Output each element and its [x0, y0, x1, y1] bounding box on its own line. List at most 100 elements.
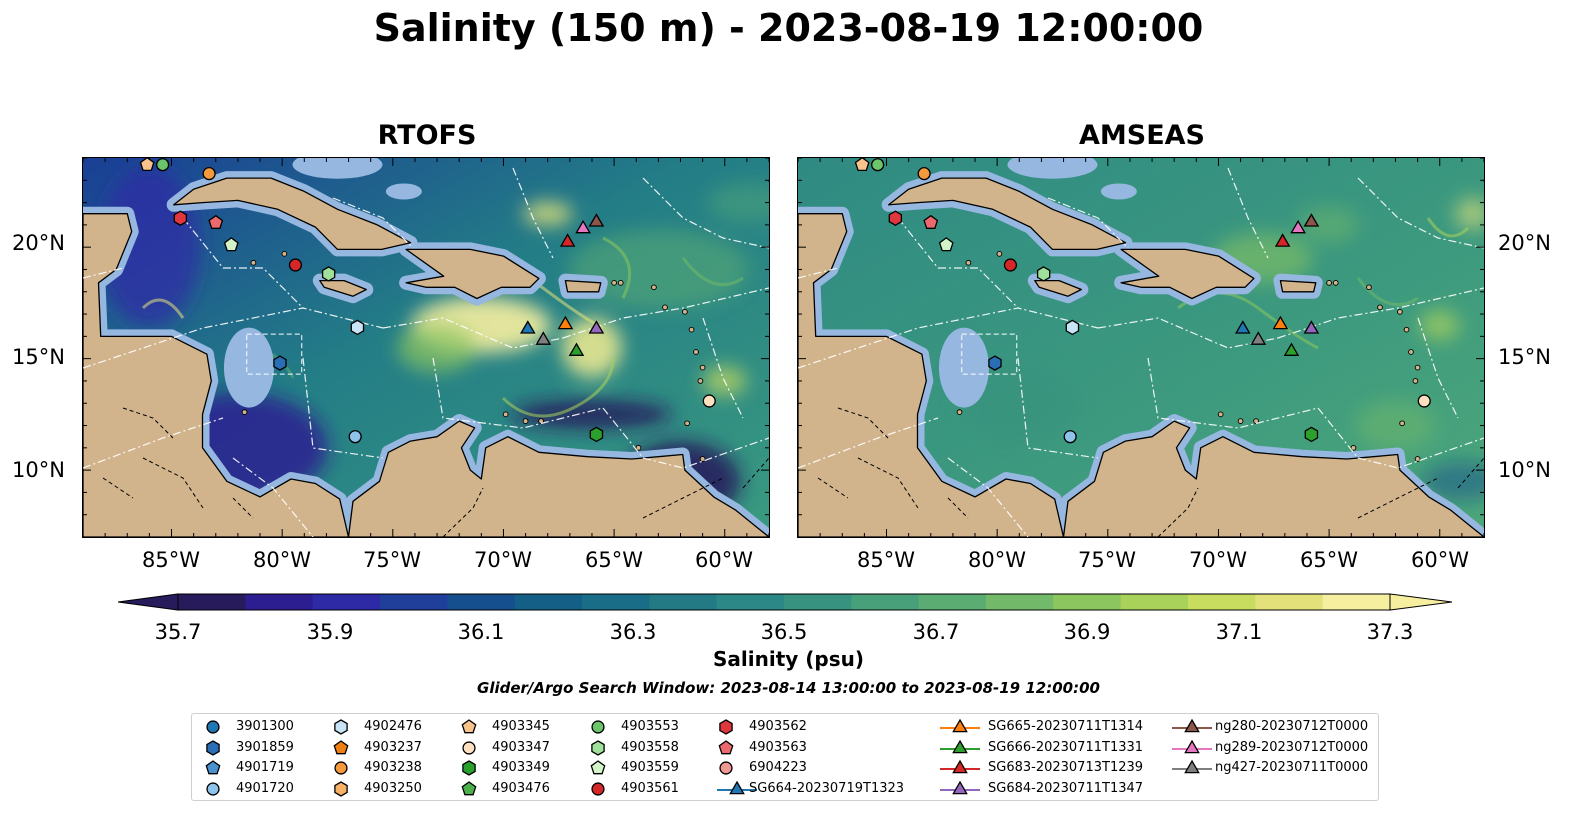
colorbar-segment	[918, 594, 987, 610]
obs-marker-SG664-20230719T1323	[1234, 320, 1251, 334]
map-amseas[interactable]	[797, 157, 1485, 538]
legend-marker-icon	[940, 739, 980, 753]
colorbar-segment	[1255, 594, 1324, 610]
legend-item-SG684-20230711T1347: SG684-20230711T1347	[938, 779, 1158, 799]
colorbar-label: Salinity (psu)	[712, 647, 864, 671]
obs-marker-SG665-20230711T1314	[557, 315, 574, 330]
legend-hexagon-icon	[206, 739, 220, 756]
obs-marker-SG684-20230711T1347	[588, 320, 605, 334]
legend-label: 4903559	[621, 760, 679, 775]
legend-triangle-icon	[1184, 739, 1200, 753]
legend-circle-icon	[719, 761, 733, 775]
legend-marker-icon	[719, 719, 733, 735]
obs-marker-4903561	[1003, 258, 1018, 272]
colorbar	[118, 593, 1452, 611]
obs-marker-SG683-20230713T1239	[559, 233, 576, 247]
legend-label: SG683-20230713T1239	[988, 760, 1144, 775]
legend-label: 4901720	[236, 780, 294, 796]
legend-label: 4903250	[364, 780, 422, 796]
colorbar-tick-37-1: 37.1	[1215, 620, 1263, 644]
legend-marker-icon	[205, 760, 221, 775]
obs-marker-3901859	[988, 355, 1002, 371]
lon-tick-70-right: 70°W	[1189, 548, 1247, 572]
legend-label: 4903553	[621, 719, 679, 734]
legend-item-4903561: 4903561	[587, 779, 807, 799]
legend-hexagon-icon	[334, 719, 348, 735]
legend-triangle-icon	[729, 780, 745, 794]
obs-marker-ng289-20230712T0000	[575, 219, 591, 234]
legend-marker-icon	[590, 760, 606, 775]
obs-marker-4903553	[871, 158, 885, 172]
obs-marker-4903561	[288, 258, 303, 272]
colorbar-segment	[986, 594, 1054, 610]
colorbar-segment	[851, 594, 920, 610]
legend-label: 3901300	[236, 719, 294, 734]
obs-marker-4901720	[1063, 430, 1077, 444]
legend-marker-icon	[591, 781, 605, 796]
legend-label: ng289-20230712T0000	[1215, 739, 1369, 755]
legend-item-4903553: 4903553	[587, 717, 807, 737]
landmass	[319, 279, 367, 297]
lon-tick-60-left: 60°W	[695, 548, 753, 572]
legend-marker-icon	[1172, 739, 1212, 753]
figure-title: Salinity (150 m) - 2023-08-19 12:00:00	[373, 6, 1204, 50]
legend-label: SG684-20230711T1347	[988, 780, 1144, 796]
legend-item-4903238: 4903238	[330, 758, 550, 778]
legend-item-SG683-20230713T1239: SG683-20230713T1239	[938, 758, 1158, 778]
legend-marker-icon	[333, 739, 349, 754]
obs-marker-4903563	[923, 214, 939, 229]
legend-marker-icon	[719, 761, 733, 775]
colorbar-segment	[447, 594, 516, 610]
legend-pentagon-icon	[590, 760, 606, 775]
legend-label: 4901719	[236, 760, 294, 775]
legend-label: SG666-20230711T1331	[988, 739, 1144, 755]
legend-item-4903250: 4903250	[330, 779, 550, 799]
obs-marker-ng427-20230711T0000	[1250, 331, 1267, 345]
lon-tick-80-left: 80°W	[253, 548, 311, 572]
legend-label: 4902476	[364, 719, 422, 734]
legend-label: ng427-20230711T0000	[1215, 760, 1369, 775]
legend-marker-icon	[206, 781, 220, 796]
legend-pentagon-icon	[718, 739, 734, 754]
obs-marker-3901859	[273, 355, 287, 371]
obs-marker-4903559	[223, 237, 239, 252]
obs-marker-ng280-20230712T0000	[1303, 213, 1320, 227]
legend-label: 6904223	[749, 760, 807, 775]
obs-marker-4903238	[202, 167, 216, 181]
legend-triangle-icon	[952, 759, 968, 774]
legend-marker-icon	[1172, 718, 1212, 733]
legend-circle-icon	[334, 761, 348, 775]
legend-item-3901859: 3901859	[202, 738, 422, 758]
landmass	[888, 177, 1127, 251]
legend-label: 4903561	[621, 780, 679, 796]
legend-item-ng427-20230711T0000: ng427-20230711T0000	[1170, 758, 1390, 778]
map-rtofs[interactable]	[82, 157, 770, 538]
legend-pentagon-icon	[205, 760, 221, 775]
legend-label: 4903345	[492, 719, 550, 734]
lon-tick-65-left: 65°W	[585, 548, 643, 572]
legend-label: 4903237	[364, 739, 422, 755]
legend-marker-icon	[461, 719, 477, 734]
lon-tick-75-right: 75°W	[1078, 548, 1136, 572]
obs-marker-4903562	[173, 210, 188, 226]
legend-pentagon-icon	[461, 719, 477, 734]
colorbar-tick-35-7: 35.7	[154, 620, 202, 644]
lat-tick-20: 20°N	[12, 231, 65, 255]
lon-tick-85-left: 85°W	[142, 548, 200, 572]
colorbar-segment	[784, 594, 852, 610]
lat-tick-20-right: 20°N	[1498, 231, 1551, 255]
colorbar-tick-35-9: 35.9	[306, 620, 354, 644]
obs-marker-4903562	[888, 210, 903, 226]
colorbar-extend-low	[118, 593, 179, 611]
colorbar-segment	[1053, 594, 1122, 610]
lon-tick-85-right: 85°W	[857, 548, 915, 572]
landmass	[405, 248, 540, 300]
legend-item-SG664-20230719T1323: SG664-20230719T1323	[715, 779, 935, 799]
colorbar-segment	[245, 594, 314, 610]
colorbar-segment	[649, 594, 718, 610]
obs-marker-4903563	[208, 214, 224, 229]
obs-marker-4902476	[350, 319, 365, 336]
obs-marker-ng289-20230712T0000	[1290, 219, 1306, 234]
colorbar-extend-high	[1389, 593, 1452, 611]
legend-triangle-icon	[1184, 718, 1200, 733]
